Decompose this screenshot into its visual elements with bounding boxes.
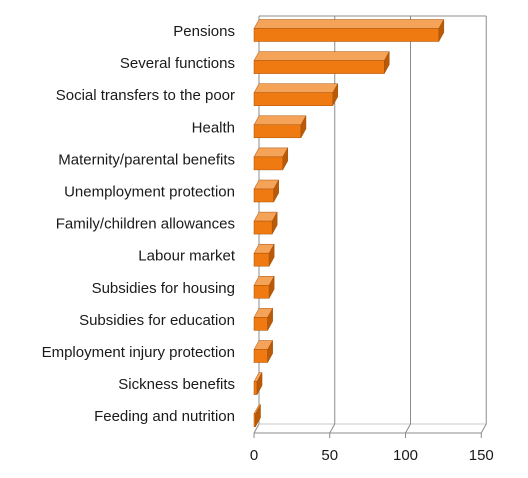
category-label: Subsidies for housing (92, 280, 235, 297)
bar-front-face (253, 220, 273, 235)
bar (253, 18, 445, 43)
bar-top-face (253, 115, 307, 126)
category-label: Several functions (120, 55, 235, 72)
gridline-connector (329, 423, 336, 434)
bar (253, 179, 280, 203)
bar-front-face (253, 317, 268, 331)
x-tick-label: 0 (250, 447, 258, 464)
category-label: Labour market (138, 248, 236, 265)
category-label: Pensions (173, 23, 235, 40)
category-label: Social transfers to the poor (56, 87, 235, 104)
bar-front-face (253, 28, 440, 42)
bar (253, 275, 275, 300)
bar-end-face (256, 371, 263, 396)
bars (253, 18, 445, 428)
category-label: Health (192, 119, 235, 136)
gridline-connector (405, 423, 411, 434)
bar-top-face (253, 19, 445, 29)
bar (253, 211, 278, 236)
bar-end-face (267, 339, 273, 364)
category-label: Maternity/parental benefits (58, 151, 235, 168)
bar-front-face (253, 252, 270, 267)
bar-front-face (253, 124, 302, 139)
bar-end-face (268, 243, 275, 268)
category-label: Sickness benefits (118, 376, 235, 393)
x-tick-label: 50 (321, 447, 338, 464)
gridline-connector (253, 423, 260, 434)
bar-end-face (282, 146, 289, 171)
bar-top-face (253, 83, 339, 93)
bar (253, 307, 274, 332)
category-label: Family/children allowances (56, 216, 235, 233)
bar-front-face (253, 381, 258, 395)
bar-end-face (438, 18, 445, 43)
bar-front-face (253, 188, 274, 203)
category-labels: Pensions Several functions Social transfer… (42, 23, 236, 425)
bar (253, 403, 261, 428)
bar (253, 146, 289, 171)
bar-end-face (268, 275, 275, 300)
bar-end-face (273, 179, 279, 203)
bar-front-face (253, 92, 334, 106)
bar (253, 243, 275, 268)
bar (253, 114, 307, 139)
bar-front-face (253, 156, 284, 171)
x-axis-tick-labels: 0 50 100 150 (250, 447, 494, 464)
category-label: Employment injury protection (42, 344, 235, 361)
bar-top-face (253, 51, 390, 61)
bar-end-face (300, 114, 307, 139)
bar (253, 371, 263, 396)
bar (253, 82, 339, 107)
bar-front-face (253, 60, 385, 74)
bar-front-face (253, 285, 270, 299)
bar-front-face (253, 349, 268, 363)
bar (253, 50, 390, 75)
category-label: Subsidies for education (79, 312, 235, 329)
category-label: Feeding and nutrition (94, 408, 235, 425)
bar-end-face (384, 50, 390, 75)
grid-lines (253, 15, 487, 438)
bar-end-face (267, 307, 273, 332)
bar-top-face (253, 147, 289, 158)
x-tick-label: 150 (469, 447, 494, 464)
x-tick-label: 100 (393, 447, 418, 464)
gridline-connector (480, 423, 487, 434)
category-label: Unemployment protection (64, 184, 235, 201)
bar-end-face (271, 211, 278, 236)
bar-end-face (332, 82, 339, 107)
bar (253, 339, 274, 364)
bar-end-face (255, 403, 261, 428)
